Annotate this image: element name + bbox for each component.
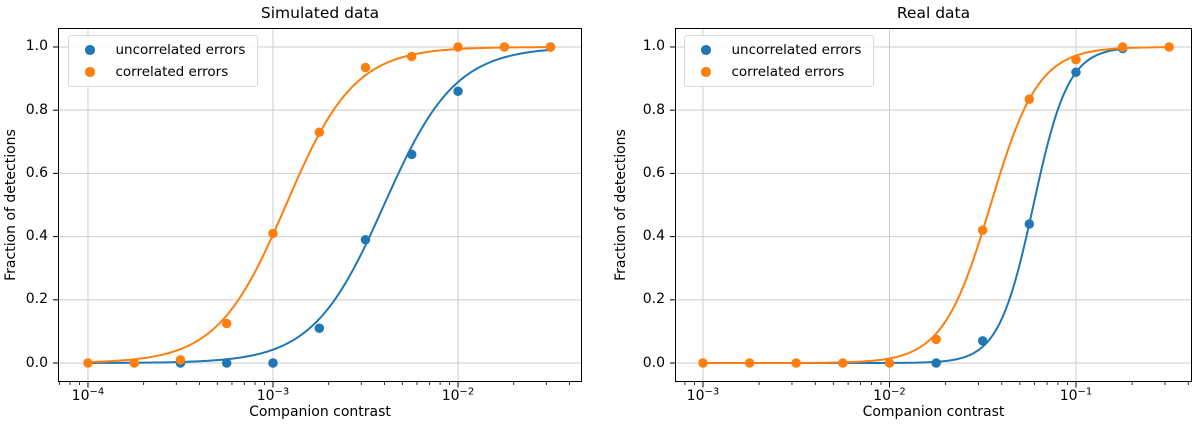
y-tick-label: 0.8 bbox=[25, 101, 48, 118]
legend-item-label: correlated errors bbox=[731, 64, 845, 80]
legend-item-label: uncorrelated errors bbox=[115, 42, 246, 58]
legend-marker-icon bbox=[701, 67, 711, 77]
legend-item-blue: uncorrelated errors bbox=[685, 39, 873, 61]
x-tick-exponent: −1 bbox=[1077, 386, 1093, 398]
data-point-orange bbox=[221, 318, 232, 329]
data-point-orange bbox=[314, 127, 325, 138]
x-tick-exponent: −2 bbox=[891, 386, 906, 398]
data-point-blue bbox=[406, 149, 417, 160]
x-tick-exponent: −3 bbox=[274, 386, 290, 398]
x-tick-label: 10−2 bbox=[873, 386, 906, 404]
series-blue-left bbox=[86, 42, 556, 368]
data-point-orange bbox=[360, 62, 371, 73]
data-point-orange bbox=[977, 225, 988, 236]
legend-marker-icon bbox=[701, 45, 711, 55]
legend-item-label: uncorrelated errors bbox=[731, 42, 862, 58]
data-point-orange bbox=[1024, 94, 1035, 104]
x-tick-label: 10−2 bbox=[441, 386, 475, 404]
fit-curve-orange bbox=[701, 46, 1171, 365]
y-tick-label: 0.0 bbox=[642, 354, 665, 371]
data-point-orange bbox=[175, 355, 186, 365]
legend-item-orange: correlated errors bbox=[685, 61, 873, 83]
data-point-orange bbox=[931, 334, 941, 345]
ticks-chart-right bbox=[670, 46, 1189, 388]
y-tick-label: 0.2 bbox=[642, 291, 665, 308]
data-point-orange bbox=[129, 358, 140, 368]
x-tick-label: 10−4 bbox=[71, 386, 105, 404]
legend-marker-icon bbox=[85, 67, 95, 77]
right-x-axis-label: Companion contrast bbox=[862, 404, 1005, 420]
fit-curve-blue bbox=[701, 47, 1124, 365]
plot-spines-right bbox=[675, 28, 1192, 382]
data-point-orange bbox=[838, 358, 848, 368]
y-tick-label: 0.6 bbox=[642, 164, 665, 181]
data-point-orange bbox=[406, 51, 417, 62]
data-point-blue bbox=[453, 86, 463, 96]
data-point-blue bbox=[1024, 219, 1035, 229]
data-point-orange bbox=[791, 358, 801, 368]
data-point-blue bbox=[268, 358, 278, 368]
data-point-blue bbox=[931, 358, 941, 368]
legend-item-orange: correlated errors bbox=[69, 61, 257, 83]
x-tick-label: 10−3 bbox=[256, 386, 290, 404]
legend-right: uncorrelated errors correlated errors bbox=[684, 35, 874, 87]
ticks-chart-left bbox=[53, 46, 570, 388]
y-tick-label: 0.0 bbox=[25, 354, 48, 371]
x-tick-label: 10−1 bbox=[1059, 386, 1093, 404]
y-tick-label: 0.8 bbox=[642, 101, 665, 118]
data-point-orange bbox=[545, 42, 556, 52]
data-point-blue bbox=[314, 323, 325, 334]
y-tick-label: 0.4 bbox=[25, 228, 48, 245]
left-y-axis-label: Fraction of detections bbox=[3, 129, 19, 281]
y-tick-label: 0.2 bbox=[25, 291, 48, 308]
legend-left: uncorrelated errors correlated errors bbox=[68, 35, 258, 87]
series-orange-right bbox=[698, 42, 1174, 368]
series-orange-left bbox=[83, 42, 556, 368]
left-plot-title: Simulated data bbox=[260, 4, 380, 22]
right-plot-title: Real data bbox=[896, 4, 971, 22]
x-tick-exponent: −4 bbox=[89, 386, 105, 398]
data-point-orange bbox=[884, 358, 895, 368]
y-tick-label: 0.4 bbox=[642, 228, 665, 245]
plot-spines-left bbox=[58, 28, 582, 382]
data-point-blue bbox=[977, 336, 988, 346]
data-point-orange bbox=[268, 228, 278, 239]
y-tick-label: 1.0 bbox=[25, 38, 48, 55]
series-blue-right bbox=[701, 43, 1128, 368]
data-point-orange bbox=[453, 42, 463, 52]
data-point-orange bbox=[698, 358, 708, 368]
x-tick-exponent: −3 bbox=[704, 386, 720, 398]
fit-curve-blue bbox=[86, 48, 552, 364]
left-x-axis-label: Companion contrast bbox=[249, 404, 391, 420]
data-point-blue bbox=[1071, 67, 1081, 77]
y-tick-label: 1.0 bbox=[642, 38, 665, 55]
data-point-orange bbox=[744, 358, 755, 368]
data-point-orange bbox=[1071, 54, 1081, 65]
legend-item-label: correlated errors bbox=[115, 64, 229, 80]
x-tick-exponent: −2 bbox=[459, 386, 475, 398]
data-point-blue bbox=[360, 235, 371, 245]
fit-curve-orange bbox=[86, 46, 552, 364]
legend-item-blue: uncorrelated errors bbox=[69, 39, 257, 61]
data-point-orange bbox=[499, 42, 510, 52]
x-tick-label: 10−3 bbox=[686, 386, 720, 404]
data-point-blue bbox=[221, 358, 232, 368]
data-point-orange bbox=[83, 358, 93, 368]
data-point-orange bbox=[1117, 42, 1128, 52]
y-tick-label: 0.6 bbox=[25, 164, 48, 181]
legend-marker-icon bbox=[85, 45, 95, 55]
right-y-axis-label: Fraction of detections bbox=[613, 129, 629, 281]
data-point-orange bbox=[1164, 42, 1174, 52]
